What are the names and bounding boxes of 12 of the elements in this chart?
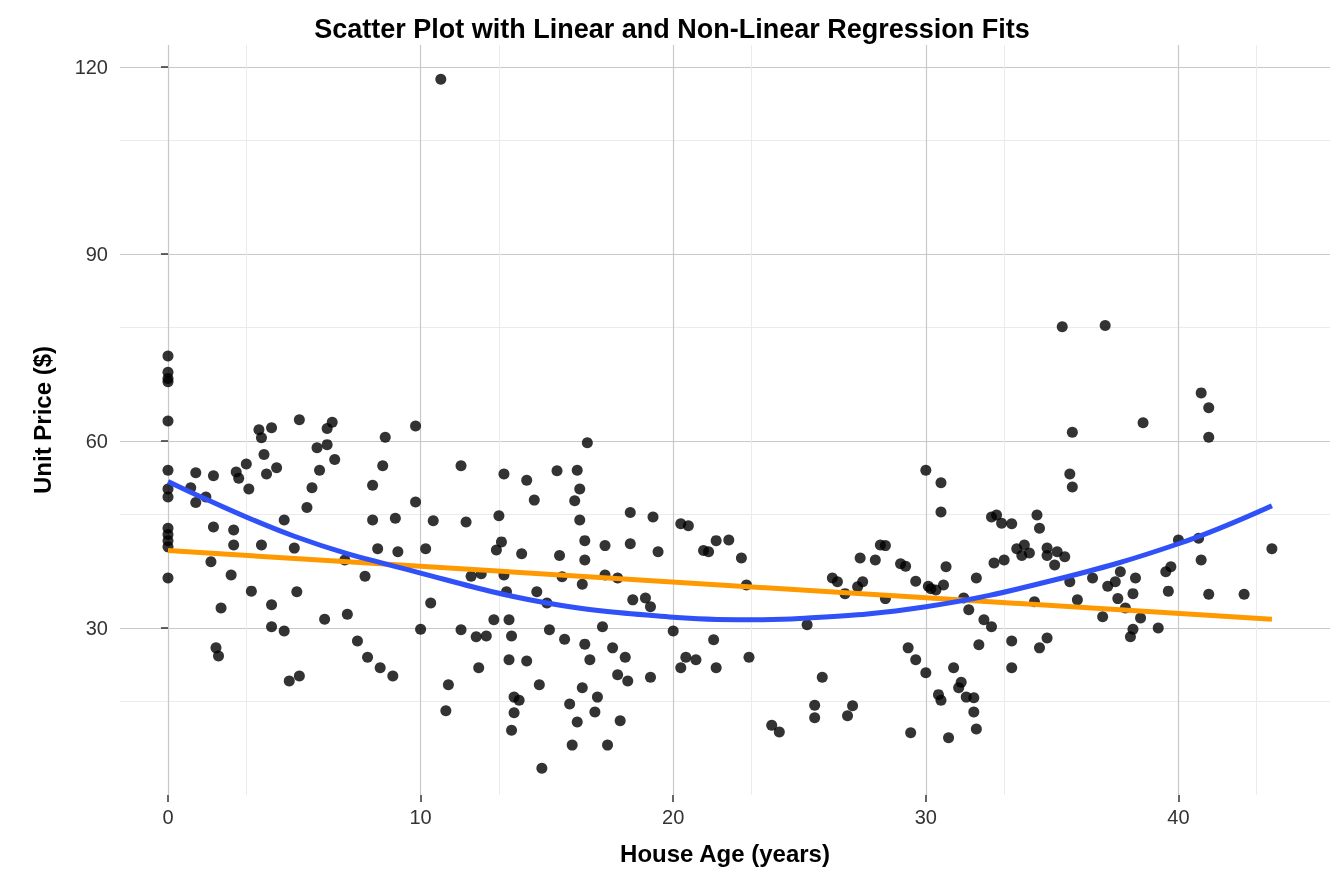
- x-axis-title: House Age (years): [620, 839, 830, 867]
- x-tick-label: 10: [409, 806, 432, 828]
- x-tick-label: 40: [1167, 806, 1190, 828]
- x-tick-label: 0: [162, 806, 174, 828]
- x-tick-label: 20: [662, 806, 685, 828]
- chart-title: Scatter Plot with Linear and Non-Linear Regression Fits: [314, 13, 1030, 44]
- y-tick-label: 60: [85, 429, 108, 452]
- y-axis-title: Unit Price ($): [28, 345, 56, 495]
- y-tick-label: 30: [85, 616, 108, 639]
- x-tick-label: 30: [914, 806, 937, 828]
- y-tick-label: 120: [74, 55, 108, 78]
- y-tick-label: 90: [85, 242, 108, 265]
